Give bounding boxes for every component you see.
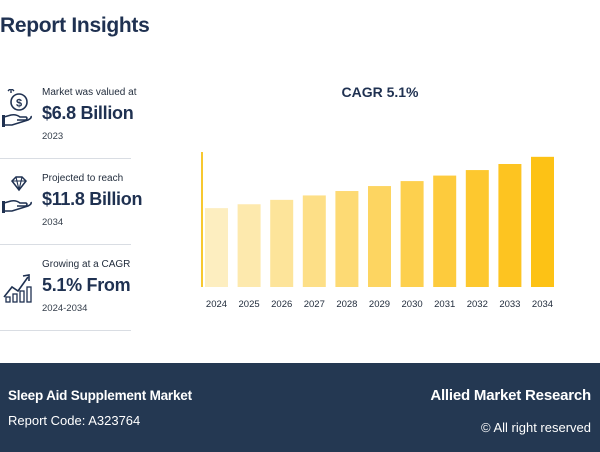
stat-year: 2034 — [42, 217, 64, 228]
x-tick-label: 2025 — [239, 299, 260, 310]
bar-2027 — [302, 195, 326, 287]
bar-2025 — [237, 204, 261, 287]
stat-market-value: $ Market was valued at $6.8 Billion 2023 — [0, 73, 137, 159]
chart-title: CAGR 5.1% — [341, 84, 419, 100]
x-tick-label: 2029 — [369, 299, 390, 310]
footer-bar: Sleep Aid Supplement Market Report Code:… — [0, 363, 600, 452]
bar-chart-svg: 2024 2025 2026 2027 2028 2029 2030 2031 2032 2033… — [201, 152, 554, 310]
stat-projected-value: Projected to reach $11.8 Billion 2034 — [0, 159, 142, 245]
bar-2024 — [205, 208, 228, 287]
stat-value: $11.8 Billion — [42, 189, 143, 209]
page-title: Report Insights — [0, 14, 150, 37]
stats-panel: $ Market was valued at $6.8 Billion 2023… — [0, 73, 142, 331]
x-tick-label: 2024 — [206, 299, 227, 310]
market-name: Sleep Aid Supplement Market — [8, 388, 192, 403]
report-code: Report Code: A323764 — [8, 413, 141, 428]
stat-label: Growing at a CAGR — [42, 259, 131, 270]
stat-label: Projected to reach — [42, 173, 124, 184]
x-tick-label: 2031 — [434, 299, 455, 310]
stat-value: $6.8 Billion — [42, 103, 134, 123]
cagr-chart: CAGR 5.1% 2024 2025 2026 2027 2028 2029 2030 20… — [190, 80, 570, 320]
bar-2034 — [531, 156, 554, 287]
bar-2030 — [400, 181, 424, 287]
bar-2032 — [465, 170, 489, 287]
money-hand-icon: $ — [2, 89, 32, 127]
brand-name: Allied Market Research — [430, 387, 591, 404]
growth-chart-icon — [3, 274, 32, 303]
stat-year: 2024-2034 — [42, 303, 88, 314]
diamond-hand-icon — [2, 176, 32, 213]
bar-2028 — [335, 191, 359, 287]
x-tick-label: 2032 — [467, 299, 488, 310]
bar-2029 — [368, 186, 391, 287]
bar-2033 — [498, 163, 522, 287]
svg-text:$: $ — [16, 98, 22, 110]
x-tick-label: 2027 — [304, 299, 325, 310]
stat-label: Market was valued at — [42, 87, 137, 98]
x-tick-label: 2026 — [271, 299, 292, 310]
x-tick-label: 2028 — [336, 299, 357, 310]
stat-value: 5.1% From — [42, 275, 131, 295]
bar-2026 — [270, 199, 294, 287]
copyright-text: © All right reserved — [480, 420, 591, 435]
x-tick-label: 2030 — [402, 299, 423, 310]
bar-2031 — [433, 175, 457, 287]
x-tick-label: 2033 — [499, 299, 520, 310]
stat-cagr: Growing at a CAGR 5.1% From 2024-2034 — [0, 245, 131, 331]
stat-year: 2023 — [42, 131, 64, 142]
x-tick-label: 2034 — [532, 299, 553, 310]
